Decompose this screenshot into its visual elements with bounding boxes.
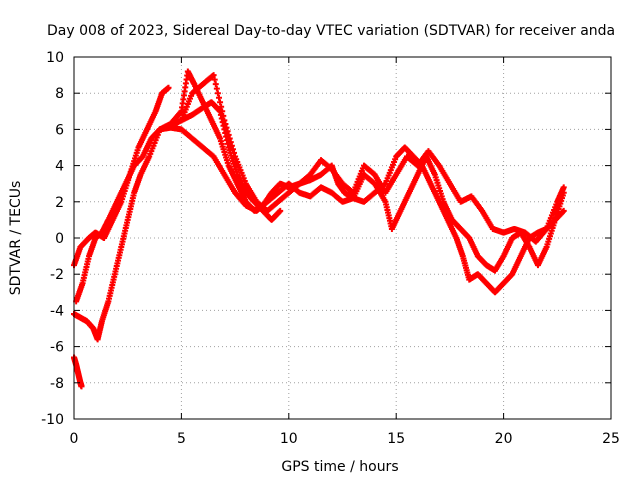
- data-point: [217, 99, 224, 106]
- data-point: [222, 120, 229, 127]
- x-tick-label: 20: [495, 431, 513, 447]
- y-tick-label: 4: [55, 159, 64, 175]
- y-tick-label: -4: [50, 303, 64, 319]
- x-axis-title: GPS time / hours: [281, 459, 398, 475]
- y-tick-label: 10: [46, 50, 64, 66]
- data-point: [165, 84, 172, 91]
- data-point: [560, 184, 567, 191]
- series-arc-2: [71, 99, 284, 343]
- x-tick-label: 0: [70, 431, 79, 447]
- y-tick-label: -2: [50, 267, 64, 283]
- data-point: [229, 146, 236, 153]
- chart-title: Day 008 of 2023, Sidereal Day-to-day VTE…: [47, 23, 615, 39]
- x-tick-label: 25: [602, 431, 620, 447]
- data-point: [219, 108, 226, 115]
- data-point: [223, 124, 230, 131]
- data-point: [218, 103, 225, 110]
- data-point: [231, 149, 238, 156]
- tick-layer: 0 5 10 15 20 25 -10 -8 -6 -4 -2 0 2 4 6 8 10: [41, 50, 620, 447]
- x-tick-label: 10: [280, 431, 298, 447]
- data-point: [225, 131, 232, 138]
- y-tick-label: 0: [55, 231, 64, 247]
- data-point: [78, 383, 85, 390]
- data-point: [215, 94, 222, 101]
- y-tick-label: 6: [55, 122, 64, 138]
- y-tick-label: -10: [41, 412, 64, 428]
- data-point: [226, 135, 233, 142]
- y-tick-label: -6: [50, 340, 64, 356]
- data-point: [221, 117, 228, 124]
- y-tick-label: -8: [50, 376, 64, 392]
- series-arc-5: [178, 72, 567, 245]
- data-point: [213, 85, 220, 92]
- data-point: [214, 90, 221, 97]
- x-tick-label: 5: [177, 431, 186, 447]
- data-point: [220, 112, 227, 119]
- y-tick-label: 8: [55, 86, 64, 102]
- data-point: [212, 81, 219, 88]
- data-point: [227, 139, 234, 146]
- data-point: [228, 142, 235, 149]
- data-point: [277, 207, 284, 214]
- data-point: [210, 72, 217, 79]
- y-tick-label: 2: [55, 195, 64, 211]
- x-tick-label: 15: [387, 431, 405, 447]
- data-point: [211, 76, 218, 83]
- data-point: [224, 128, 231, 135]
- data-point: [560, 207, 567, 214]
- y-axis-title: SDTVAR / TECUs: [8, 181, 24, 296]
